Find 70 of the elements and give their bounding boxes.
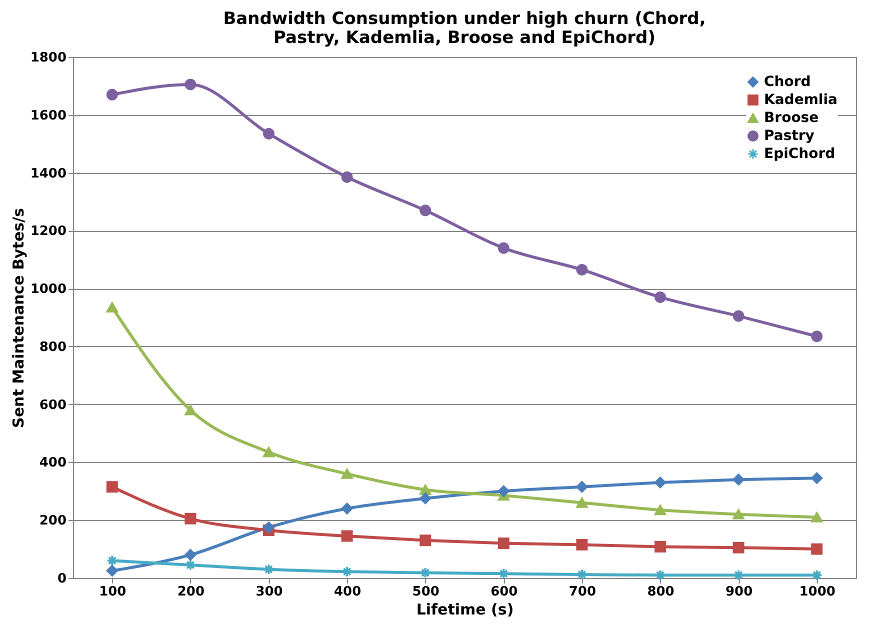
x-tick-label: 200: [177, 584, 205, 600]
point: [498, 538, 510, 550]
point: [106, 565, 118, 577]
point: [811, 330, 823, 342]
x-tick-label: 300: [256, 584, 283, 600]
point: [263, 522, 274, 534]
point: [498, 485, 510, 497]
point: [576, 538, 588, 550]
point: [576, 498, 588, 508]
y-tick-label: 0: [57, 572, 66, 586]
y-tick-label: 1200: [30, 224, 66, 240]
y-tick-label: 400: [39, 456, 66, 471]
point: [732, 509, 744, 520]
x-tick-label: 800: [647, 584, 674, 600]
chart-title: Bandwidth Consumption under high churn (Chord, Pastry, Kademlia, Broose and EpiChord): [223, 9, 706, 48]
y-tick-label: 800: [39, 340, 66, 355]
point: [420, 484, 432, 495]
x-tick-label: 700: [568, 584, 596, 600]
point: [106, 88, 118, 100]
legend-label: Chord: [764, 74, 811, 90]
point: [263, 446, 274, 458]
y-tick-label: 1600: [30, 108, 66, 124]
point: [263, 564, 274, 576]
point: [811, 569, 823, 581]
point: [341, 530, 353, 542]
point: [498, 242, 510, 254]
point: [420, 492, 432, 504]
point: [263, 128, 274, 140]
point: [576, 481, 588, 493]
point: [732, 474, 744, 486]
x-tick-label: 500: [412, 584, 440, 600]
point: [184, 78, 196, 90]
x-tick-label: 900: [725, 584, 753, 600]
legend-label: Pastry: [764, 128, 814, 144]
point: [106, 302, 118, 312]
x-tick-label: 400: [334, 584, 362, 600]
x-tick-label: 600: [490, 584, 518, 600]
point: [576, 264, 588, 276]
point: [341, 468, 353, 479]
point: [811, 472, 823, 484]
point: [654, 569, 666, 581]
point: [184, 549, 196, 561]
x-axis-title: Lifetime (s): [416, 600, 514, 618]
legend-label: Broose: [764, 110, 819, 126]
point: [654, 476, 666, 488]
legend-label: Kademlia: [764, 92, 838, 108]
x-tick-label: 100: [99, 584, 126, 600]
point: [811, 543, 823, 555]
point: [420, 204, 432, 216]
point: [184, 512, 196, 524]
y-tick-label: 1000: [30, 282, 66, 298]
point: [184, 405, 196, 416]
y-tick-label: 200: [39, 514, 66, 529]
point: [654, 540, 666, 552]
y-tick-label: 600: [39, 398, 66, 413]
y-tick-label: 1800: [30, 50, 66, 66]
point: [732, 310, 744, 322]
legend-label: EpiChord: [764, 146, 836, 162]
point: [654, 292, 666, 303]
y-axis-title: Sent Maintenance Bytes/s: [9, 208, 28, 428]
point: [341, 171, 353, 183]
point: [341, 502, 353, 514]
point: [654, 504, 666, 516]
point: [811, 512, 823, 522]
point: [732, 542, 744, 554]
y-tick-label: 1400: [30, 166, 66, 182]
point: [106, 554, 118, 566]
point: [106, 481, 118, 493]
point: [420, 534, 432, 546]
x-tick-label: 1000: [799, 584, 836, 600]
